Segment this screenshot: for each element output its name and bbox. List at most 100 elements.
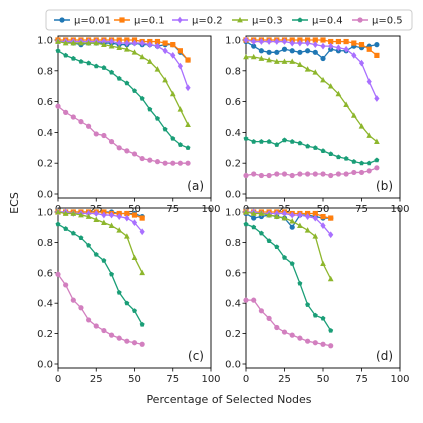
data-point: [251, 215, 257, 221]
data-point: [55, 103, 61, 109]
data-point: [258, 210, 265, 216]
data-point: [327, 83, 334, 89]
data-point: [266, 139, 272, 144]
data-point: [266, 315, 272, 321]
data-point: [297, 211, 303, 219]
data-point: [366, 168, 372, 174]
y-tick-label: 0.6: [225, 97, 241, 108]
data-point: [139, 269, 146, 276]
legend-marker-4: [237, 16, 243, 23]
data-point: [177, 142, 183, 147]
y-axis-label: ECS: [8, 192, 21, 214]
data-point: [101, 327, 107, 334]
data-point: [251, 43, 257, 49]
x-tick-label: 75: [355, 374, 368, 385]
legend-label-3: μ=0.2: [192, 16, 223, 27]
y-tick-label: 0.6: [225, 268, 241, 279]
data-point: [320, 213, 326, 220]
data-point: [55, 221, 61, 227]
series-6: [55, 103, 191, 166]
data-point: [282, 137, 287, 143]
data-point: [93, 39, 100, 46]
data-point: [243, 53, 249, 60]
data-point: [343, 171, 349, 177]
data-point: [108, 211, 115, 219]
y-tick-label: 0.2: [37, 159, 53, 170]
data-point: [131, 39, 138, 47]
x-tick-label: 25: [90, 374, 103, 385]
y-tick-label: 0.6: [37, 97, 53, 108]
data-point: [281, 46, 288, 52]
panels: 0 25 50 75 100 0.0 0.2 0.4 0.6 0.8 1.0 (a) 0 25 50 75 10…: [37, 36, 409, 386]
data-point: [358, 169, 365, 176]
data-point: [63, 109, 69, 115]
data-point: [289, 332, 295, 338]
data-point: [251, 297, 257, 303]
data-point: [78, 39, 84, 46]
data-point: [86, 60, 92, 66]
data-point: [312, 340, 318, 346]
data-point: [243, 208, 249, 215]
data-point: [162, 40, 168, 46]
data-point: [328, 172, 334, 179]
data-point: [358, 42, 365, 48]
data-point: [289, 139, 295, 144]
data-point: [366, 160, 372, 166]
legend-label-6: μ=0.5: [372, 16, 403, 27]
data-point: [281, 214, 288, 221]
data-point: [258, 48, 264, 54]
data-point: [281, 329, 288, 335]
data-point: [273, 213, 280, 219]
data-point: [93, 210, 99, 217]
x-tick-label: 75: [166, 204, 179, 215]
data-point: [328, 151, 334, 157]
data-point: [351, 159, 357, 164]
series-line: [246, 39, 378, 56]
data-point: [63, 282, 69, 288]
data-point: [93, 216, 100, 222]
data-point: [124, 148, 130, 154]
data-point: [250, 53, 257, 60]
data-point: [258, 55, 265, 61]
legend-marker-5: [297, 17, 303, 23]
data-point: [289, 172, 295, 179]
data-point: [289, 218, 296, 224]
data-point: [131, 151, 138, 157]
data-point: [312, 69, 319, 75]
data-point: [312, 171, 318, 177]
y-tick-label: 0.6: [37, 268, 53, 279]
data-point: [243, 36, 249, 44]
data-point: [250, 210, 257, 216]
data-point: [243, 221, 249, 227]
x-tick-label: 100: [201, 374, 220, 385]
legend-marker-1: [59, 17, 65, 23]
y-tick-label: 0.8: [225, 238, 241, 249]
x-tick-label: 0: [243, 374, 249, 385]
data-point: [147, 106, 153, 112]
series-line: [57, 105, 189, 164]
data-point: [185, 160, 191, 166]
data-point: [185, 84, 191, 92]
data-point: [297, 140, 303, 146]
data-point: [101, 219, 107, 225]
data-point: [266, 56, 272, 63]
data-point: [162, 160, 168, 166]
data-point: [116, 213, 122, 220]
data-point: [251, 171, 257, 177]
y-tick-label: 0.8: [225, 66, 241, 77]
data-point: [320, 315, 326, 321]
data-point: [374, 42, 380, 48]
x-tick-label: 50: [317, 204, 330, 215]
x-tick-label: 50: [128, 204, 141, 215]
data-point: [132, 88, 137, 93]
data-point: [154, 42, 161, 50]
data-point: [258, 230, 264, 236]
data-point: [124, 214, 130, 222]
data-point: [251, 38, 257, 45]
data-point: [289, 48, 295, 54]
data-point: [304, 66, 311, 72]
data-point: [366, 132, 373, 138]
data-point: [101, 258, 107, 263]
